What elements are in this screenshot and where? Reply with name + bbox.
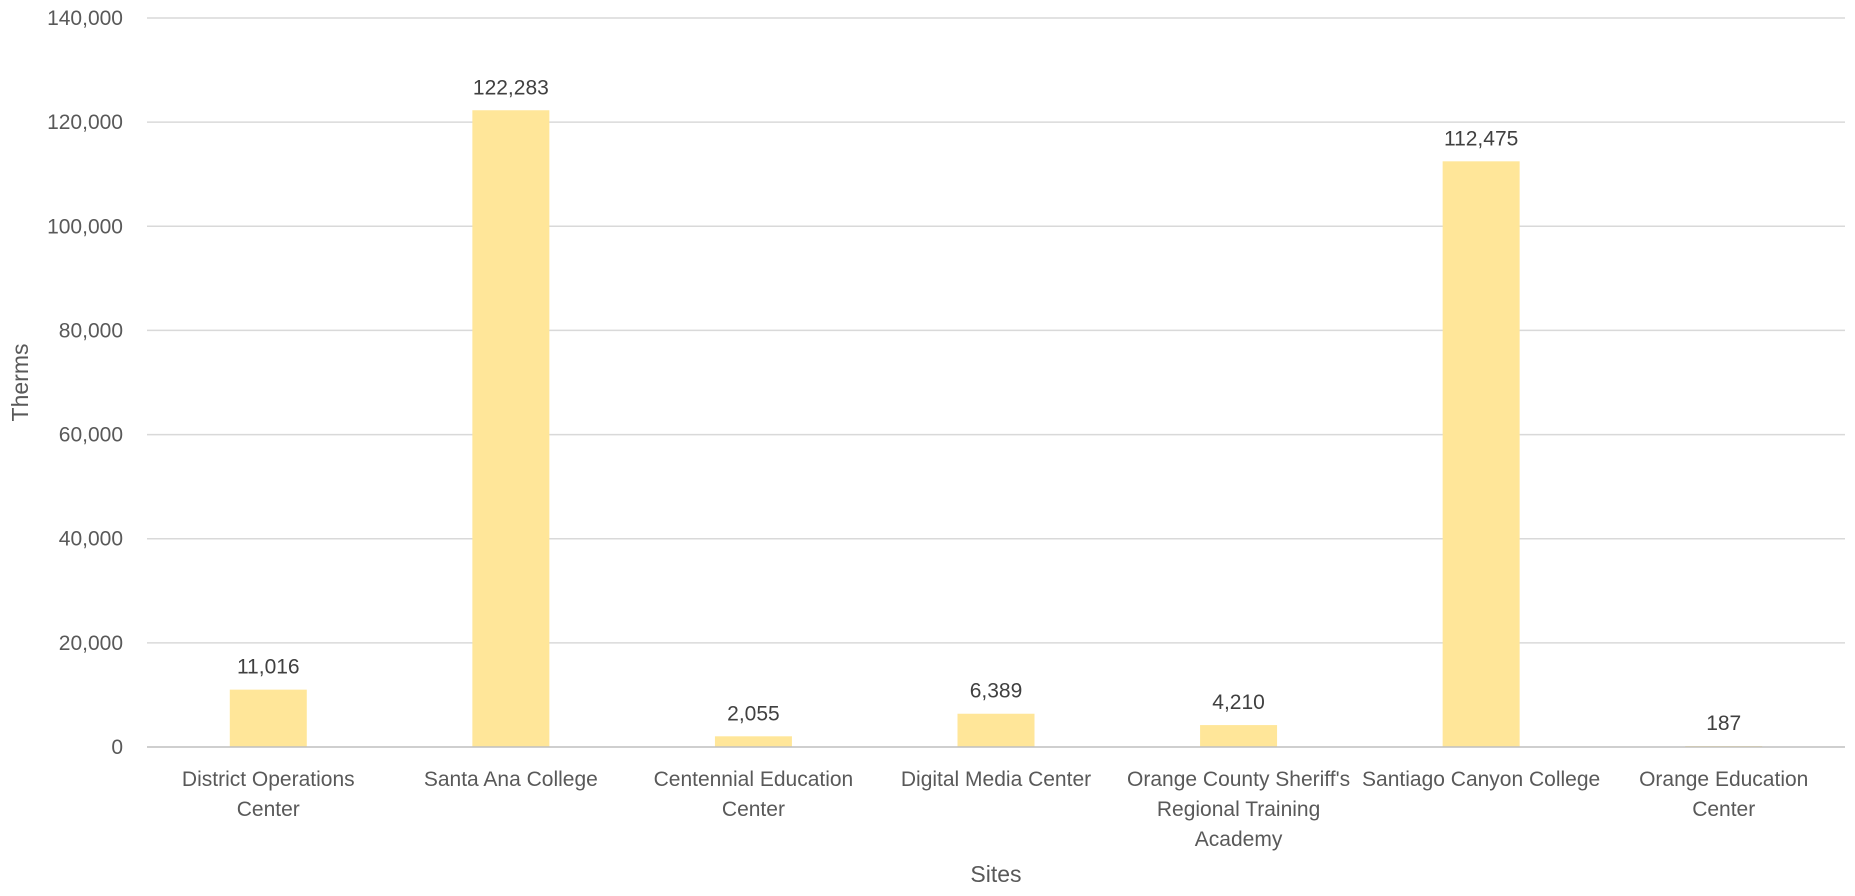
- y-axis-tick-labels: 0 20,000 40,000 60,000 80,000 100,000 120,000 1…: [47, 7, 123, 759]
- data-label: 187: [1706, 712, 1741, 735]
- data-label: 6,389: [970, 680, 1023, 703]
- data-labels: 11,016 122,283 2,055 6,389 4,210 112,475 187: [237, 76, 1741, 735]
- x-category-label: Orange Education Center: [1639, 768, 1808, 821]
- bar: [472, 110, 550, 748]
- bar: [957, 713, 1035, 747]
- data-label: 4,210: [1212, 691, 1265, 714]
- data-label: 122,283: [473, 76, 549, 99]
- y-tick-label: 40,000: [59, 528, 123, 551]
- bar: [714, 736, 792, 747]
- bar: [229, 689, 307, 747]
- x-category-label: Santa Ana College: [424, 768, 598, 791]
- x-axis-category-labels: District Operations Center Santa Ana Colle…: [182, 768, 1808, 851]
- x-category-label: Santiago Canyon College: [1362, 768, 1600, 791]
- data-label: 112,475: [1444, 127, 1518, 150]
- y-tick-label: 80,000: [59, 319, 123, 342]
- data-label: 11,016: [237, 656, 300, 679]
- y-tick-label: 140,000: [47, 7, 123, 30]
- y-axis-title: Therms: [7, 344, 33, 422]
- data-label: 2,055: [727, 702, 780, 725]
- y-tick-label: 0: [111, 736, 123, 759]
- x-category-label: Centennial Education Center: [654, 768, 854, 821]
- bar: [1200, 725, 1278, 747]
- x-category-label: Digital Media Center: [901, 768, 1091, 791]
- x-category-label: Orange County Sheriff's Regional Training…: [1127, 768, 1350, 851]
- y-tick-label: 120,000: [47, 111, 123, 134]
- gridlines: [147, 17, 1845, 644]
- x-axis-title: Sites: [970, 861, 1021, 887]
- y-tick-label: 100,000: [47, 215, 123, 238]
- y-tick-label: 20,000: [59, 632, 123, 655]
- x-category-label: District Operations Center: [182, 768, 355, 821]
- bars: [229, 110, 1763, 748]
- bar: [1442, 161, 1520, 748]
- y-tick-label: 60,000: [59, 424, 123, 447]
